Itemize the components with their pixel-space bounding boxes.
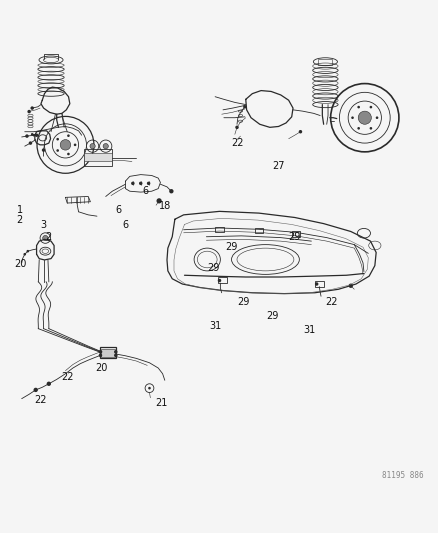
Circle shape	[90, 143, 95, 149]
Circle shape	[114, 350, 117, 353]
Text: 31: 31	[208, 320, 221, 330]
Circle shape	[99, 350, 102, 353]
Circle shape	[67, 134, 70, 137]
Circle shape	[30, 107, 34, 110]
Text: 22: 22	[34, 395, 46, 405]
Circle shape	[348, 284, 352, 288]
Circle shape	[23, 253, 26, 255]
Text: 2: 2	[45, 232, 51, 242]
Text: 1: 1	[17, 206, 23, 215]
Circle shape	[35, 133, 38, 137]
Text: 22: 22	[230, 138, 243, 148]
Circle shape	[357, 127, 359, 130]
Circle shape	[103, 143, 108, 149]
Circle shape	[147, 182, 150, 185]
Text: 29: 29	[237, 297, 249, 308]
Circle shape	[369, 127, 371, 130]
Circle shape	[156, 198, 161, 204]
Circle shape	[114, 353, 117, 357]
Bar	[101, 349, 115, 357]
Circle shape	[42, 148, 45, 152]
Circle shape	[56, 149, 59, 152]
Circle shape	[42, 236, 48, 241]
Circle shape	[67, 152, 70, 155]
Circle shape	[298, 130, 301, 133]
Circle shape	[26, 250, 29, 253]
Bar	[291, 231, 300, 237]
Circle shape	[27, 110, 31, 114]
Bar	[314, 280, 323, 287]
Text: 31: 31	[302, 325, 314, 335]
Text: 6: 6	[116, 206, 122, 215]
Text: 27: 27	[271, 161, 284, 171]
Text: 2: 2	[16, 215, 22, 225]
Circle shape	[60, 140, 71, 150]
Text: 29: 29	[288, 232, 300, 242]
Circle shape	[131, 182, 134, 185]
Circle shape	[31, 133, 33, 136]
Circle shape	[369, 106, 371, 108]
Text: 21: 21	[155, 398, 168, 408]
Text: 3: 3	[40, 220, 46, 230]
Circle shape	[357, 106, 359, 108]
Circle shape	[25, 134, 28, 138]
Circle shape	[32, 134, 35, 136]
Bar	[318, 59, 332, 65]
Circle shape	[28, 141, 32, 145]
Circle shape	[235, 126, 238, 129]
Circle shape	[375, 116, 378, 119]
Bar	[217, 277, 226, 283]
Text: 29: 29	[207, 263, 219, 273]
Bar	[84, 149, 112, 166]
Circle shape	[33, 387, 38, 392]
Text: 29: 29	[225, 242, 237, 252]
Text: 22: 22	[325, 297, 337, 308]
Bar	[215, 227, 223, 232]
Text: 18: 18	[158, 201, 170, 211]
Circle shape	[99, 353, 102, 357]
Circle shape	[74, 143, 76, 146]
Circle shape	[217, 279, 221, 282]
Bar	[100, 348, 116, 358]
Circle shape	[139, 182, 142, 185]
Text: 6: 6	[142, 186, 148, 196]
Circle shape	[243, 105, 246, 109]
Circle shape	[148, 387, 150, 390]
Bar	[254, 228, 263, 233]
Circle shape	[350, 116, 353, 119]
Circle shape	[314, 282, 318, 286]
Text: 22: 22	[61, 372, 73, 382]
Text: 6: 6	[122, 220, 128, 230]
Text: 81195 886: 81195 886	[381, 471, 423, 480]
Text: 20: 20	[14, 260, 26, 269]
Circle shape	[56, 138, 59, 141]
Text: 20: 20	[95, 363, 107, 373]
Bar	[84, 153, 112, 161]
Circle shape	[357, 111, 371, 124]
Circle shape	[46, 382, 51, 386]
Circle shape	[169, 189, 173, 193]
Text: 29: 29	[266, 311, 279, 321]
